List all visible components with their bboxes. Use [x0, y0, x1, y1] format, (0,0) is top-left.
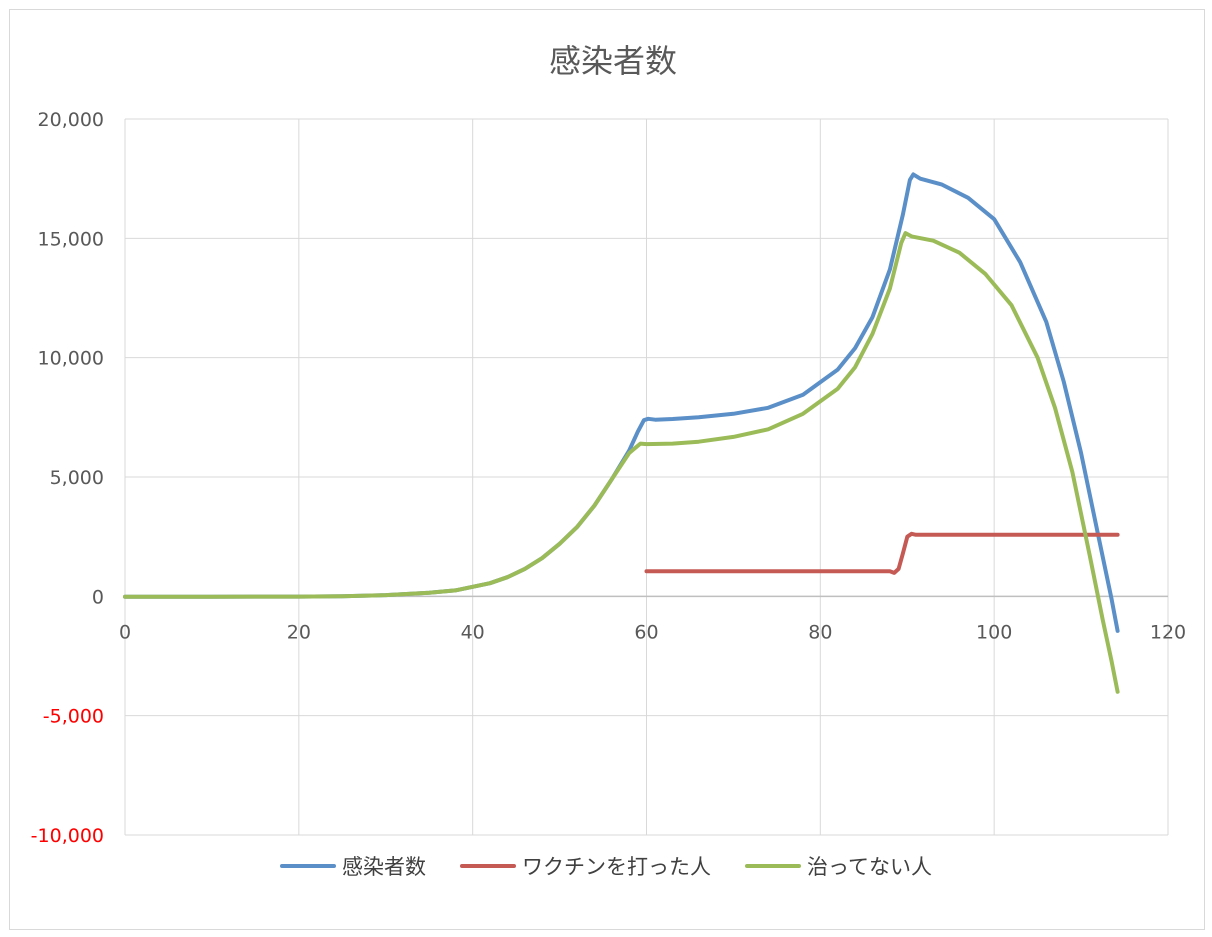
y-tick-label: 0 — [92, 586, 104, 608]
y-tick-label: 20,000 — [38, 109, 104, 131]
gridlines — [124, 118, 1169, 836]
x-tick-label: 40 — [461, 621, 485, 643]
series-line-not-recovered — [123, 231, 1120, 694]
y-tick-label: 5,000 — [50, 467, 104, 489]
y-tick-label: 10,000 — [38, 348, 104, 370]
chart-title: 感染者数 — [549, 42, 677, 80]
x-tick-label: 0 — [119, 621, 131, 643]
series-line-vaccinated — [644, 531, 1120, 575]
legend-swatch-vaccinated — [460, 864, 517, 868]
axes: 20,000 15,000 10,000 5,000 0 -5,000 -10,000 0 20… — [31, 109, 1186, 847]
legend-label-vaccinated: ワクチンを打った人 — [522, 855, 712, 879]
legend-swatch-not-recovered — [745, 864, 802, 868]
x-tick-label: 60 — [634, 621, 658, 643]
legend-label-infected: 感染者数 — [342, 855, 427, 879]
series-line-infected — [123, 172, 1120, 633]
legend: 感染者数 ワクチンを打った人 治ってない人 — [0, 848, 1212, 884]
series-lines — [123, 172, 1120, 694]
legend-label-not-recovered: 治ってない人 — [807, 855, 932, 879]
x-tick-label: 20 — [287, 621, 311, 643]
y-tick-label: -5,000 — [43, 706, 104, 728]
legend-item-not-recovered: 治ってない人 — [745, 851, 932, 881]
chart-area — [9, 9, 1205, 930]
x-tick-label: 120 — [1150, 621, 1186, 643]
y-tick-label: 15,000 — [38, 228, 104, 250]
legend-item-vaccinated: ワクチンを打った人 — [460, 851, 711, 881]
x-tick-label: 80 — [808, 621, 832, 643]
legend-swatch-infected — [280, 864, 337, 868]
legend-item-infected: 感染者数 — [280, 851, 426, 881]
x-tick-label: 100 — [976, 621, 1012, 643]
y-tick-label: -10,000 — [31, 825, 104, 847]
